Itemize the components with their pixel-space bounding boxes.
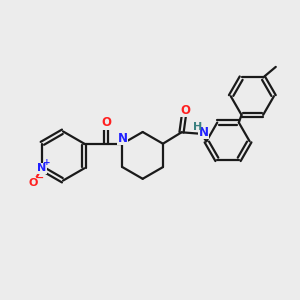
Text: O: O [101, 116, 111, 129]
Text: O: O [180, 104, 190, 117]
Text: N: N [117, 132, 128, 145]
Text: N: N [37, 163, 46, 173]
Text: H: H [193, 122, 202, 132]
Text: O: O [29, 178, 38, 188]
Text: −: − [35, 173, 44, 183]
Text: +: + [43, 158, 51, 167]
Text: N: N [198, 126, 208, 139]
